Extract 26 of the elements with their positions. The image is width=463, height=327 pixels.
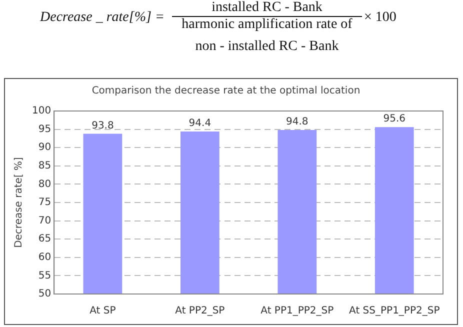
x-tick-label: At SS_PP1_PP2_SP <box>349 306 440 317</box>
chart-title: Comparison the decrease rate at the optimal location <box>92 86 360 97</box>
x-tick-label: At SP <box>90 306 116 317</box>
data-label: 94.4 <box>188 118 212 130</box>
y-axis-title: Decrease rate[ %] <box>14 156 25 248</box>
data-label: 95.6 <box>383 114 406 125</box>
y-tick-label: 65 <box>38 234 52 245</box>
x-tick-label: At PP1_PP2_SP <box>260 306 334 317</box>
text: harmonic amplification rate of <box>172 16 362 33</box>
data-label: 93.8 <box>92 120 114 132</box>
y-tick-label: 60 <box>38 252 52 263</box>
y-tick-label: 55 <box>38 270 52 282</box>
text: × 100 <box>364 10 396 26</box>
y-tick-label: 50 <box>38 288 52 300</box>
x-tick-label: At PP2_SP <box>175 306 225 317</box>
y-tick-label: 85 <box>38 160 52 172</box>
y-tick-label: 75 <box>38 197 52 208</box>
y-tick-label: 100 <box>32 106 52 117</box>
data-label: 94.8 <box>286 116 308 128</box>
text: installed RC - Bank <box>210 0 324 16</box>
y-tick-label: 95 <box>38 124 52 135</box>
text: non - installed RC - Bank <box>194 39 340 55</box>
text: Decrease _ rate[%] = <box>40 10 164 26</box>
y-tick-label: 90 <box>38 142 52 154</box>
y-tick-label: 80 <box>38 178 52 190</box>
y-tick-label: 70 <box>38 215 52 226</box>
